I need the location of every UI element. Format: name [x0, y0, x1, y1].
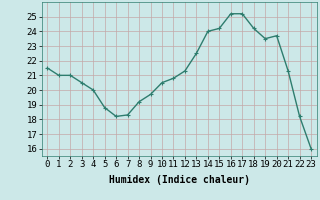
X-axis label: Humidex (Indice chaleur): Humidex (Indice chaleur)	[109, 175, 250, 185]
